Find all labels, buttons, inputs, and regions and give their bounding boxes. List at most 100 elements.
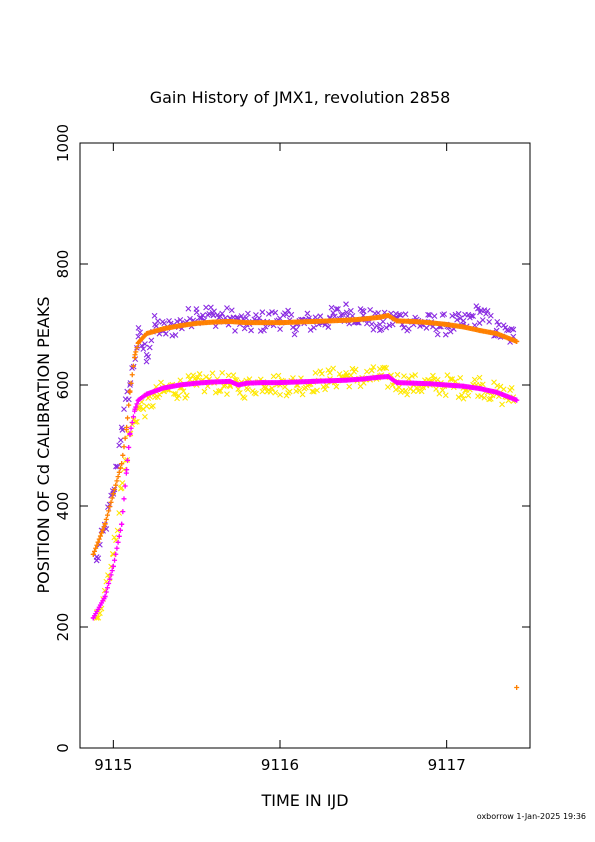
data-point-x: [494, 318, 501, 325]
data-point-plus: [514, 397, 520, 403]
data-point-x: [338, 311, 345, 318]
plot-frame: [79, 142, 531, 749]
data-point-x: [161, 320, 168, 327]
data-point-x: [504, 327, 510, 333]
data-point-x: [441, 311, 448, 318]
data-point-x: [393, 386, 399, 393]
data-point-x: [430, 372, 436, 379]
data-point-plus: [133, 349, 139, 355]
data-point-plus: [377, 314, 383, 320]
data-point-x: [508, 325, 515, 332]
data-point-plus: [377, 374, 383, 380]
data-point-plus: [112, 486, 118, 492]
data-point-x: [196, 314, 203, 321]
data-point-x: [508, 384, 515, 391]
data-point-x: [245, 310, 251, 317]
data-point-x: [203, 374, 209, 380]
data-point-plus: [130, 363, 136, 369]
data-point-plus: [360, 316, 366, 322]
data-point-plus: [97, 533, 103, 539]
data-point-plus: [109, 495, 115, 501]
data-point-plus: [100, 527, 106, 533]
data-point-x: [116, 442, 123, 449]
data-point-x: [243, 385, 250, 391]
data-point-plus: [90, 551, 96, 557]
data-point-plus: [126, 402, 132, 408]
data-point-x: [449, 312, 456, 319]
data-point-x: [151, 312, 158, 319]
data-point-x: [376, 366, 383, 372]
data-point-x: [465, 311, 472, 318]
data-point-plus: [394, 318, 400, 324]
data-point-x: [201, 388, 208, 395]
data-point-x: [241, 395, 248, 401]
data-point-x: [409, 373, 415, 379]
data-point-plus: [385, 312, 391, 318]
data-point-x: [475, 305, 481, 312]
data-point-x: [343, 301, 349, 308]
data-point-plus: [128, 425, 134, 431]
data-point-plus: [125, 457, 131, 463]
data-point-x: [261, 384, 267, 390]
data-point-x: [460, 395, 467, 402]
data-point-plus: [117, 527, 123, 533]
data-point-x: [383, 324, 390, 331]
data-point-x: [187, 376, 193, 383]
data-point-x: [113, 463, 119, 470]
data-point-x: [217, 387, 224, 394]
data-point-x: [405, 325, 412, 332]
data-point-plus: [135, 340, 141, 346]
data-point-x: [484, 307, 491, 314]
data-point-x: [368, 321, 375, 327]
y-tick-label: 0: [54, 743, 72, 753]
data-point-plus: [344, 377, 350, 383]
data-point-x: [177, 377, 184, 384]
data-point-plus: [96, 536, 102, 542]
data-point-x: [439, 387, 446, 394]
data-point-x: [499, 401, 505, 408]
data-point-plus: [294, 379, 300, 385]
data-point-plus: [360, 376, 366, 382]
data-point-plus: [344, 317, 350, 323]
data-point-plus: [103, 516, 109, 522]
data-point-x: [347, 307, 354, 314]
data-point-plus: [104, 512, 110, 518]
data-point-x: [431, 313, 438, 319]
data-point-x: [495, 321, 502, 328]
data-point-plus: [112, 557, 118, 563]
data-point-plus: [210, 319, 216, 325]
data-point-x: [135, 324, 142, 331]
data-point-x: [212, 323, 219, 330]
data-point-x: [455, 310, 462, 317]
data-point-plus: [95, 539, 101, 545]
data-point-x: [330, 365, 337, 372]
data-point-x: [272, 309, 279, 316]
data-point-x: [346, 383, 353, 390]
data-point-x: [325, 367, 332, 373]
data-point-x: [283, 392, 290, 399]
axis-tick-labels: 0 200 400 600 800 1000 9115 9116 9117: [54, 124, 466, 774]
data-point-plus: [99, 530, 105, 536]
data-point-plus: [120, 452, 126, 458]
data-point-plus: [106, 508, 112, 514]
data-point-x: [190, 372, 197, 379]
data-point-plus: [144, 331, 150, 337]
data-point-plus: [177, 323, 183, 329]
data-point-x: [412, 372, 419, 378]
data-point-x: [370, 364, 377, 370]
data-point-x: [312, 369, 319, 376]
data-point-plus: [460, 324, 466, 330]
data-point-x: [455, 394, 462, 401]
data-point-x: [217, 313, 224, 320]
data-point-plus: [260, 320, 266, 326]
data-point-plus: [394, 380, 400, 386]
data-point-x: [325, 324, 332, 330]
data-point-plus: [126, 444, 132, 450]
data-point-x: [121, 406, 127, 413]
data-point-x: [364, 320, 370, 327]
data-point-x: [328, 304, 335, 311]
data-point-x: [478, 393, 485, 400]
data-point-x: [288, 311, 295, 318]
data-point-plus: [129, 372, 135, 378]
